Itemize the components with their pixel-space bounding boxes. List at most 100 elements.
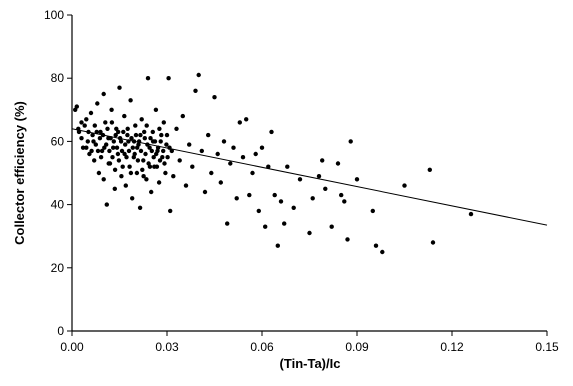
data-point [370, 208, 375, 214]
y-axis-title: Collector efficiency (%) [12, 101, 27, 245]
data-point [119, 148, 125, 154]
data-point [151, 155, 156, 160]
data-point [115, 151, 121, 157]
data-point [183, 183, 189, 188]
data-point [122, 151, 127, 157]
data-point [157, 126, 162, 131]
data-point [145, 76, 151, 81]
data-point [310, 196, 315, 201]
trendline [71, 128, 548, 226]
data-point [142, 136, 147, 141]
data-point [125, 126, 130, 131]
data-point [259, 145, 265, 150]
y-tick-label: 40 [51, 198, 65, 212]
data-point [84, 145, 89, 150]
data-point [153, 107, 159, 113]
data-point [74, 104, 80, 109]
data-point [345, 237, 350, 242]
data-point [119, 174, 124, 179]
data-point [89, 148, 94, 154]
data-point [150, 139, 156, 144]
x-tick-label: 0.06 [250, 340, 274, 354]
data-point [187, 142, 192, 147]
data-point [148, 136, 153, 141]
data-point [225, 221, 230, 226]
data-point [335, 161, 341, 166]
data-point [109, 107, 114, 113]
data-point [130, 196, 135, 201]
data-point [92, 123, 98, 128]
data-point [159, 132, 164, 138]
data-point [101, 91, 106, 97]
data-points-group [73, 72, 474, 255]
data-point [121, 129, 126, 135]
data-point [109, 120, 115, 125]
data-point [256, 208, 261, 214]
data-point [105, 126, 110, 131]
data-point [135, 145, 140, 150]
data-point [117, 85, 122, 90]
data-point [430, 240, 436, 245]
data-point [97, 136, 103, 141]
data-point [196, 72, 201, 78]
data-point [134, 170, 140, 176]
data-point [96, 170, 102, 176]
data-point [103, 120, 108, 125]
data-point [212, 95, 217, 100]
data-point [144, 123, 149, 128]
data-point [221, 139, 227, 144]
data-point [143, 151, 148, 157]
data-point [272, 192, 277, 198]
data-point [380, 249, 385, 255]
data-point [132, 151, 137, 157]
data-point [113, 132, 118, 138]
data-point [149, 148, 154, 154]
data-point [84, 117, 89, 122]
data-point [90, 132, 95, 138]
data-point [139, 117, 144, 122]
data-point [231, 145, 236, 150]
data-point [339, 192, 344, 198]
data-point [93, 142, 99, 147]
data-point [169, 148, 174, 154]
data-point [92, 158, 97, 163]
data-point [218, 180, 223, 185]
data-point [282, 221, 287, 226]
data-point [240, 155, 246, 160]
data-point [99, 148, 105, 154]
data-point [285, 164, 290, 169]
data-point [116, 129, 121, 135]
data-point [133, 123, 138, 128]
data-point [112, 186, 118, 191]
data-point [124, 155, 129, 160]
data-point [234, 196, 239, 201]
data-point [110, 155, 115, 160]
data-point [137, 205, 143, 210]
data-point [135, 158, 141, 163]
data-point [158, 139, 163, 144]
data-point [128, 98, 133, 103]
y-tick-label: 100 [44, 8, 64, 22]
data-point [122, 113, 127, 119]
data-point [116, 158, 122, 163]
data-point [94, 129, 99, 135]
data-point [88, 110, 94, 116]
data-point [190, 164, 195, 169]
y-tick-label: 0 [57, 324, 64, 338]
data-point [79, 136, 84, 141]
data-point [297, 177, 303, 182]
data-point [320, 158, 325, 163]
data-point [85, 139, 91, 144]
data-point [133, 132, 139, 138]
data-point [111, 139, 117, 144]
data-point [166, 76, 171, 81]
data-point [342, 199, 347, 204]
data-point [106, 161, 111, 166]
data-point [126, 148, 132, 154]
x-tick-label: 0.09 [345, 340, 369, 354]
data-point [129, 136, 134, 141]
data-point [263, 224, 268, 229]
data-point [154, 151, 159, 157]
data-point [141, 174, 146, 179]
